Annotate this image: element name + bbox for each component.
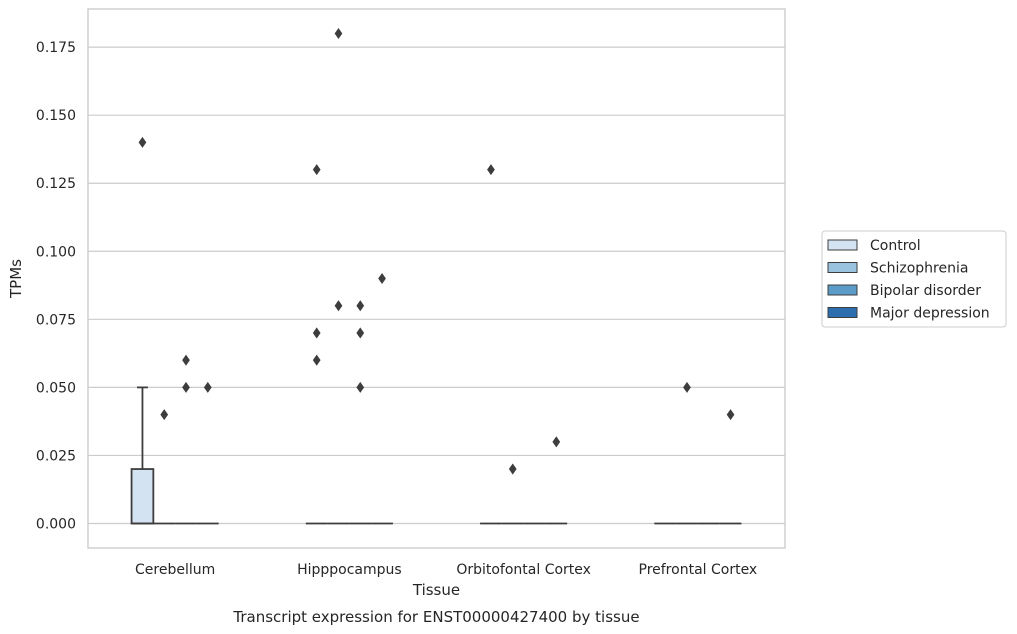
outlier-point (312, 164, 321, 176)
x-axis-ticks: Cerebellum Hipppocampus Orbitofontal Corte… (135, 562, 757, 578)
outlier-point (487, 164, 495, 176)
outlier-point (378, 272, 386, 285)
x-tick-label: Hipppocampus (297, 562, 402, 578)
box-body (130, 468, 155, 525)
x-axis-label: Tissue (412, 581, 460, 599)
legend-frame (821, 230, 1007, 328)
outlier-point (356, 327, 365, 339)
legend-item: Bipolar disorder (827, 283, 981, 299)
legend-label: Major depression (870, 306, 990, 322)
legend: Control Schizophrenia Bipolar disorder Majo… (821, 230, 1007, 328)
legend-item: Major depression (827, 306, 990, 322)
y-tick-label: 0.125 (36, 176, 76, 192)
legend-label: Schizophrenia (870, 261, 968, 277)
outlier-point (203, 381, 212, 393)
legend-swatch (827, 239, 858, 251)
legend-swatch (827, 284, 858, 296)
outlier-point (356, 381, 365, 393)
outlier-point (138, 136, 147, 148)
outlier-point (334, 300, 343, 312)
box-series (130, 386, 742, 525)
y-tick-label: 0.000 (36, 517, 76, 533)
outlier-points (138, 27, 735, 475)
x-tick-label: Prefrontal Cortex (639, 562, 758, 578)
legend-swatch (827, 307, 858, 318)
outlier-point (508, 463, 517, 475)
chart-caption: Transcript expression for ENST0000042740… (232, 608, 639, 626)
y-tick-label: 0.025 (36, 448, 76, 464)
outlier-point (726, 409, 735, 421)
y-axis-label: TPMs (7, 259, 25, 299)
y-tick-label: 0.050 (36, 380, 76, 396)
outlier-point (160, 409, 169, 421)
legend-item: Control (827, 238, 921, 254)
outlier-point (552, 436, 561, 448)
grid-lines (88, 46, 785, 525)
y-tick-label: 0.075 (36, 312, 76, 328)
legend-swatch (827, 262, 858, 273)
outlier-point (182, 381, 190, 393)
outlier-point (334, 27, 343, 40)
y-tick-label: 0.175 (36, 40, 76, 56)
legend-item: Schizophrenia (827, 261, 968, 277)
legend-label: Control (870, 238, 921, 254)
y-tick-label: 0.150 (36, 108, 76, 124)
outlier-point (312, 327, 321, 339)
plot-frame (87, 8, 786, 549)
outlier-point (356, 300, 365, 312)
outlier-point (683, 381, 691, 393)
x-tick-label: Orbitofontal Cortex (456, 562, 591, 578)
y-tick-label: 0.100 (36, 244, 76, 260)
box (130, 386, 155, 525)
outlier-point (182, 354, 190, 366)
x-tick-label: Cerebellum (135, 562, 215, 578)
outlier-point (312, 354, 321, 366)
y-axis-ticks: 0.000 0.025 0.050 0.075 0.100 0.125 0.150 0.175 (36, 40, 76, 532)
legend-label: Bipolar disorder (870, 283, 981, 299)
